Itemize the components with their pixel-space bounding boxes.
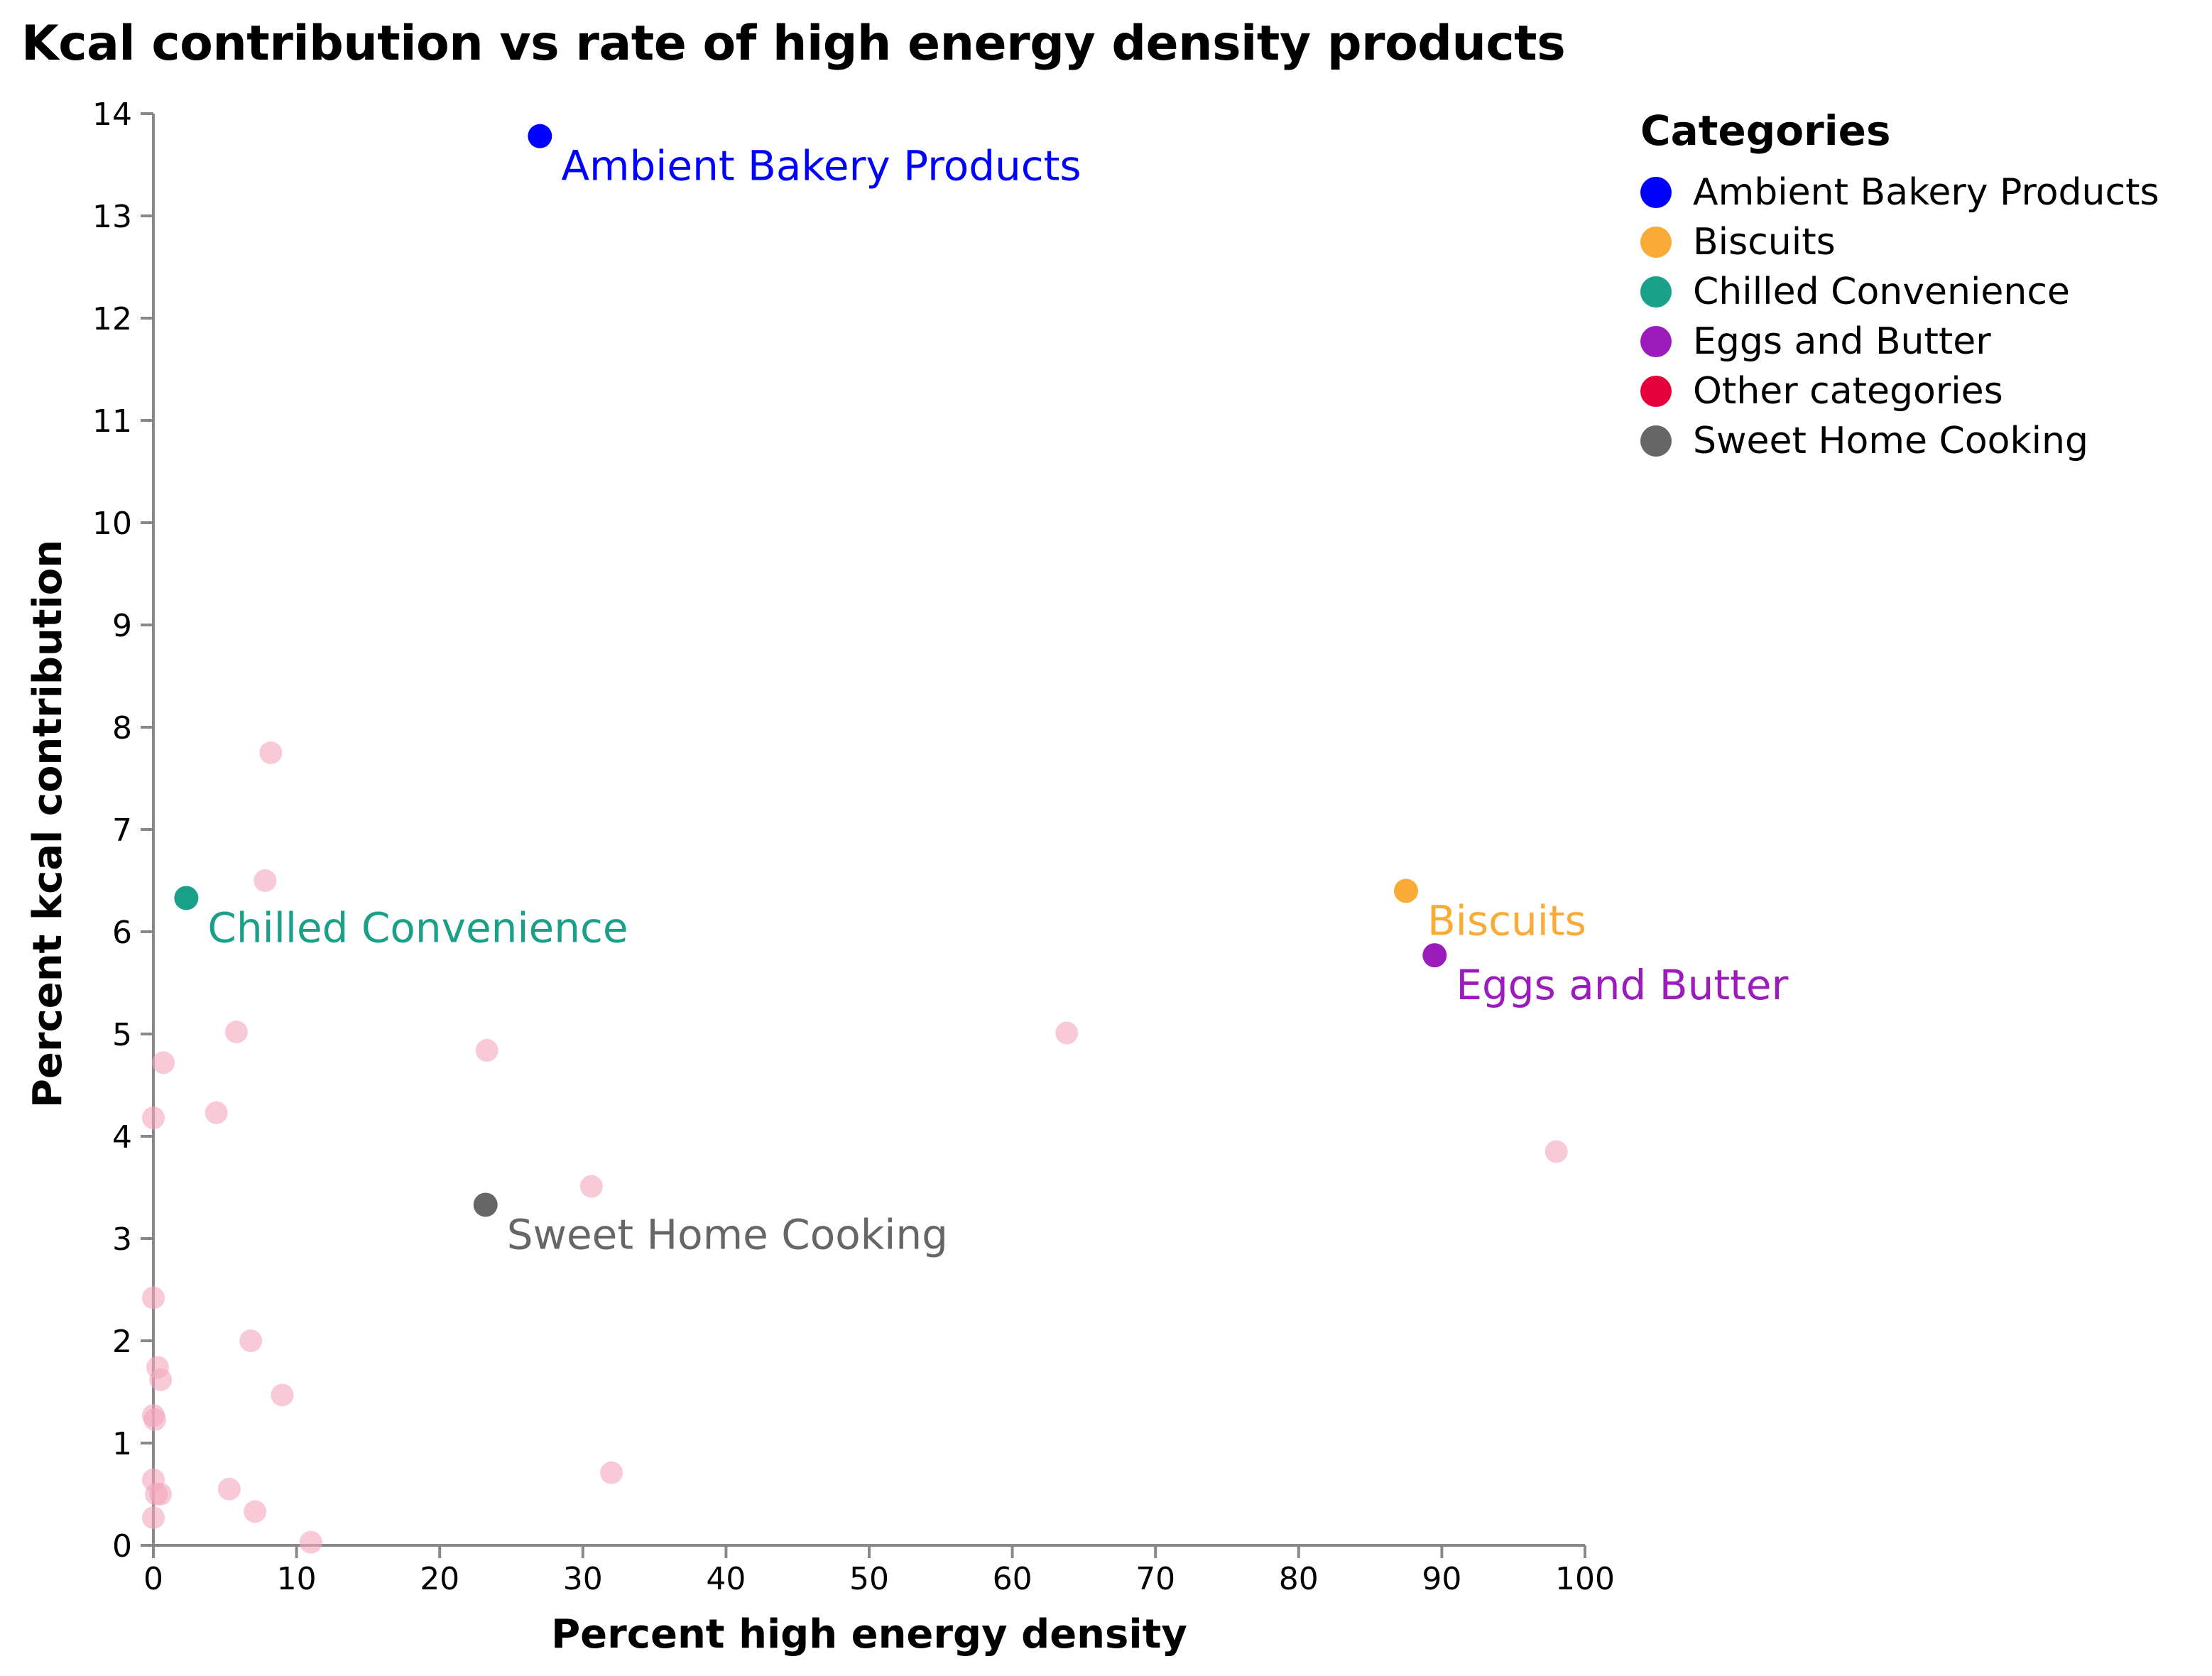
legend-label: Sweet Home Cooking [1693, 420, 2088, 462]
y-tick-label: 3 [112, 1221, 132, 1258]
other-category-point [149, 1483, 173, 1506]
y-tick-label: 13 [92, 199, 132, 235]
legend-swatch [1640, 177, 1672, 208]
other-category-point [271, 1383, 294, 1407]
other-category-point [579, 1175, 603, 1198]
biscuits-point [1394, 878, 1418, 903]
other-category-point [1055, 1021, 1079, 1045]
other-category-point [475, 1039, 498, 1062]
y-tick-label: 11 [92, 403, 132, 440]
y-tick-label: 9 [112, 608, 132, 644]
y-tick-label: 12 [92, 301, 132, 337]
sweet-home-cooking-point [473, 1192, 498, 1217]
legend-items: Ambient Bakery Products Biscuits Chilled C… [1640, 168, 2159, 466]
legend-item-biscuits: Biscuits [1640, 217, 2159, 267]
y-tick-label: 7 [112, 812, 132, 849]
highlighted-points [174, 124, 1447, 1217]
other-category-point [142, 1106, 165, 1130]
y-tick-label: 5 [112, 1017, 132, 1053]
y-tick-label: 8 [112, 710, 132, 746]
other-category-point [205, 1101, 228, 1124]
ambient-bakery-products-point [528, 124, 552, 148]
point-labels: Ambient Bakery Products Biscuits Chilled C… [207, 142, 1788, 1259]
y-tick-label: 6 [112, 915, 132, 951]
legend: Categories Ambient Bakery Products Biscui… [1640, 107, 2159, 466]
legend-item-eggs-and-butter: Eggs and Butter [1640, 317, 2159, 366]
x-tick-label: 20 [420, 1561, 459, 1597]
legend-label: Biscuits [1693, 221, 1836, 263]
ambient-bakery-products-label: Ambient Bakery Products [561, 142, 1081, 190]
legend-swatch [1640, 425, 1672, 457]
legend-swatch [1640, 326, 1672, 357]
y-tick-label: 10 [92, 506, 132, 542]
other-category-point [259, 741, 283, 764]
chilled-convenience-label: Chilled Convenience [207, 903, 628, 952]
x-tick-label: 50 [849, 1561, 889, 1597]
legend-swatch [1640, 227, 1672, 258]
x-tick-label: 80 [1279, 1561, 1319, 1597]
x-tick-label: 30 [563, 1561, 603, 1597]
other-category-point [142, 1286, 165, 1310]
y-tick-label: 1 [112, 1426, 132, 1462]
legend-label: Chilled Convenience [1693, 271, 2070, 313]
other-category-point [239, 1329, 263, 1352]
x-tick-label: 60 [993, 1561, 1033, 1597]
chilled-convenience-point [174, 886, 199, 910]
axes: 0 10 20 30 40 50 60 70 80 90 100012345678910111213… [92, 97, 1615, 1597]
legend-label: Eggs and Butter [1693, 320, 1991, 363]
legend-item-chilled-convenience: Chilled Convenience [1640, 267, 2159, 317]
legend-label: Ambient Bakery Products [1693, 171, 2159, 214]
other-category-point [142, 1506, 165, 1530]
other-category-point [217, 1477, 241, 1501]
y-tick-label: 0 [112, 1528, 132, 1565]
sweet-home-cooking-label: Sweet Home Cooking [507, 1210, 948, 1258]
legend-title: Categories [1640, 107, 1891, 155]
y-axis-title: Percent kcal contribution [25, 540, 71, 1108]
x-axis-title: Percent high energy density [551, 1611, 1187, 1658]
legend-label: Other categories [1693, 370, 2003, 413]
x-tick-label: 40 [706, 1561, 746, 1597]
legend-item-other-categories: Other categories [1640, 366, 2159, 416]
eggs-and-butter-point [1422, 943, 1447, 968]
x-tick-label: 100 [1555, 1561, 1615, 1597]
other-category-point [299, 1530, 322, 1554]
other-category-point [1544, 1140, 1568, 1163]
legend-item-ambient-bakery-products: Ambient Bakery Products [1640, 168, 2159, 217]
other-category-point [244, 1500, 267, 1523]
other-category-point [143, 1408, 167, 1431]
y-tick-label: 14 [92, 97, 132, 133]
y-tick-label: 2 [112, 1324, 132, 1360]
other-category-point [149, 1368, 173, 1391]
y-tick-label: 4 [112, 1119, 132, 1155]
legend-swatch [1640, 276, 1672, 308]
x-tick-label: 0 [143, 1561, 163, 1597]
biscuits-label: Biscuits [1427, 896, 1586, 945]
x-tick-label: 10 [277, 1561, 317, 1597]
other-points [142, 741, 1568, 1554]
eggs-and-butter-label: Eggs and Butter [1456, 961, 1788, 1009]
x-tick-label: 90 [1422, 1561, 1461, 1597]
chart-title: Kcal contribution vs rate of high energy… [21, 16, 1566, 72]
other-category-point [224, 1021, 248, 1044]
legend-item-sweet-home-cooking: Sweet Home Cooking [1640, 416, 2159, 466]
legend-swatch [1640, 376, 1672, 407]
x-tick-label: 70 [1135, 1561, 1175, 1597]
other-category-point [152, 1051, 175, 1074]
other-category-point [254, 869, 277, 892]
other-category-point [600, 1461, 623, 1484]
